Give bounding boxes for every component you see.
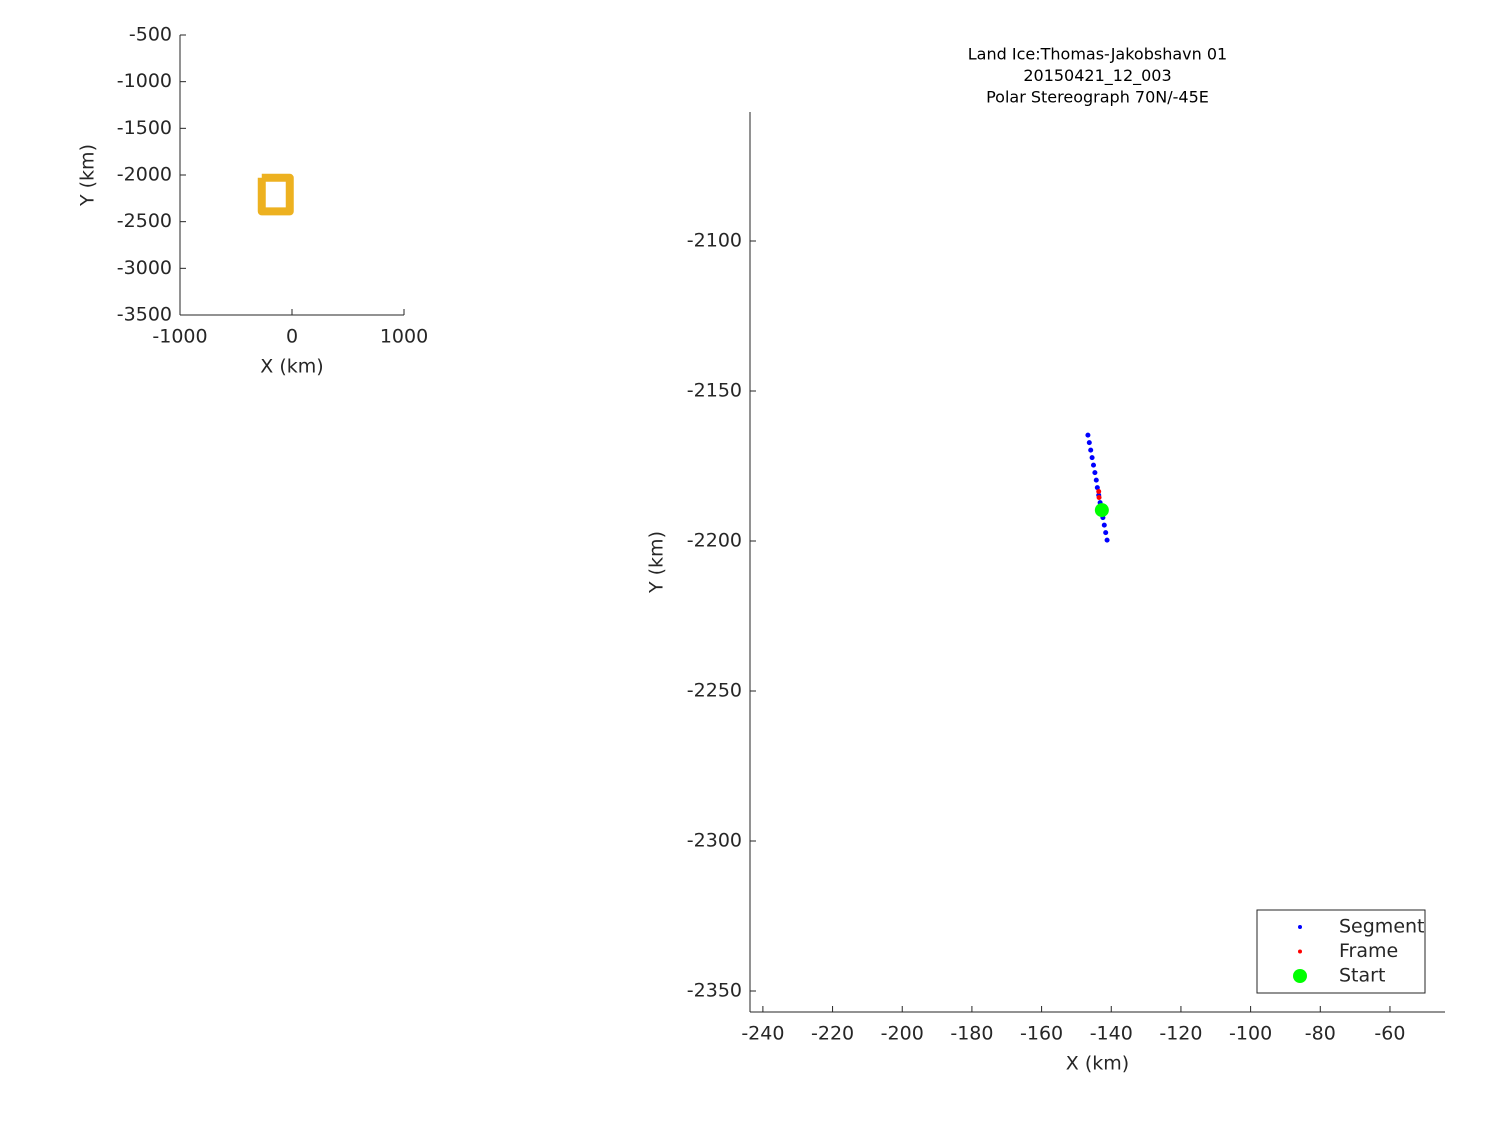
- point: [1104, 537, 1110, 543]
- x-axis-label: X (km): [1066, 1053, 1129, 1075]
- y-axis-label: Y (km): [646, 531, 668, 594]
- legend-marker: [1298, 949, 1302, 954]
- x-tick-label: -1000: [152, 326, 207, 348]
- y-tick-label: -2300: [687, 830, 742, 852]
- x-tick-label: 0: [286, 326, 298, 348]
- x-tick-label: -60: [1374, 1023, 1405, 1045]
- y-tick-label: -2200: [687, 530, 742, 552]
- point: [1085, 432, 1091, 438]
- point: [1094, 485, 1100, 491]
- y-tick-label: -1500: [117, 117, 172, 139]
- y-tick-label: -1000: [117, 70, 172, 92]
- y-tick-label: -2500: [117, 210, 172, 232]
- y-tick-label: -2350: [687, 980, 742, 1002]
- x-axis-label: X (km): [260, 356, 323, 378]
- x-tick-label: -180: [950, 1023, 993, 1045]
- legend-marker: [1298, 925, 1302, 929]
- y-axis-label: Y (km): [77, 144, 99, 207]
- chart-title: Polar Stereograph 70N/-45E: [986, 88, 1209, 107]
- point: [1088, 447, 1094, 453]
- x-tick-label: -120: [1159, 1023, 1202, 1045]
- x-tick-label: -140: [1090, 1023, 1133, 1045]
- chart-title: 20150421_12_003: [1023, 66, 1171, 86]
- y-tick-label: -2000: [117, 164, 172, 186]
- legend-label: Frame: [1339, 940, 1398, 962]
- x-tick-label: -240: [741, 1023, 784, 1045]
- point: [1086, 440, 1092, 446]
- point: [1096, 495, 1102, 500]
- x-tick-label: -100: [1229, 1023, 1272, 1045]
- y-tick-label: -500: [129, 24, 172, 46]
- line: [257, 173, 294, 216]
- x-tick-label: -200: [881, 1023, 924, 1045]
- point: [1089, 455, 1095, 461]
- point: [1090, 462, 1096, 468]
- x-tick-label: 1000: [380, 326, 428, 348]
- point: [1103, 530, 1109, 536]
- y-tick-label: -3500: [117, 304, 172, 326]
- point: [1093, 477, 1099, 483]
- y-tick-label: -2250: [687, 680, 742, 702]
- x-tick-label: -80: [1305, 1023, 1336, 1045]
- y-tick-label: -2150: [687, 380, 742, 402]
- chart-title: Land Ice:Thomas-Jakobshavn 01: [968, 45, 1227, 64]
- legend-marker: [1293, 969, 1307, 983]
- y-tick-label: -2100: [687, 230, 742, 252]
- y-tick-label: -3000: [117, 257, 172, 279]
- legend-label: Segment: [1339, 916, 1425, 938]
- legend-label: Start: [1339, 965, 1385, 987]
- point: [1094, 503, 1109, 518]
- point: [1101, 522, 1107, 528]
- point: [1096, 489, 1102, 494]
- x-tick-label: -160: [1020, 1023, 1063, 1045]
- legend: [1256, 909, 1426, 994]
- x-tick-label: -220: [811, 1023, 854, 1045]
- point: [1092, 470, 1098, 476]
